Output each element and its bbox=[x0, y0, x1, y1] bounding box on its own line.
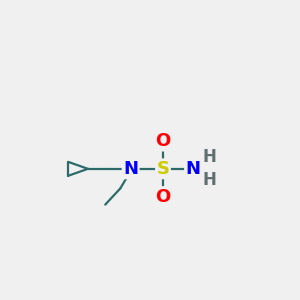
Text: N: N bbox=[123, 160, 138, 178]
Text: O: O bbox=[155, 188, 171, 206]
Text: N: N bbox=[185, 160, 200, 178]
Text: O: O bbox=[155, 132, 171, 150]
Text: H: H bbox=[202, 171, 216, 189]
Text: S: S bbox=[157, 160, 169, 178]
Text: H: H bbox=[202, 148, 216, 166]
